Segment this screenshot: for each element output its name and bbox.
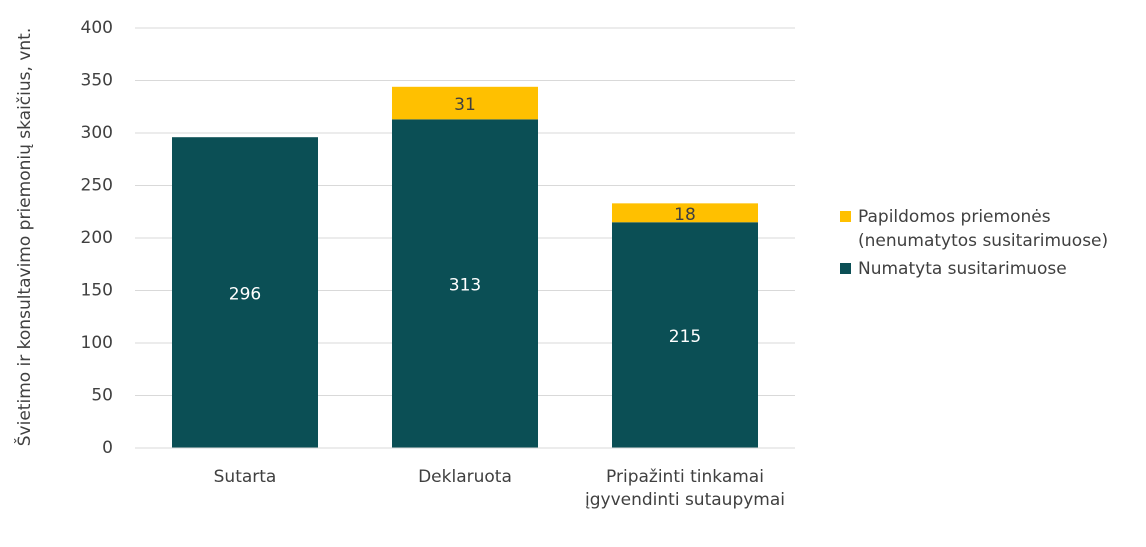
data-label: 215	[669, 327, 701, 347]
bar-segment	[612, 203, 758, 223]
y-tick-label: 200	[81, 228, 113, 248]
legend-label: Numatyta susitarimuose	[858, 259, 1067, 279]
data-label: 296	[229, 285, 261, 305]
data-label: 31	[454, 95, 476, 115]
y-tick-label: 50	[91, 386, 113, 406]
y-tick-label: 150	[81, 281, 113, 301]
y-tick-label: 400	[81, 18, 113, 38]
legend-item: Papildomos priemonės (nenumatytos susita…	[840, 205, 1140, 253]
x-tick-label: Pripažinti tinkamai įgyvendinti sutaupym…	[585, 467, 785, 510]
bar-segment	[392, 119, 538, 448]
bar-segment	[612, 222, 758, 448]
bar-segment	[392, 86, 538, 120]
data-label: 18	[674, 205, 696, 225]
y-tick-label: 250	[81, 176, 113, 196]
y-axis-label: Švietimo ir konsultavimo priemonių skaič…	[15, 27, 35, 447]
y-tick-label: 0	[102, 438, 113, 458]
legend-label: Papildomos priemonės (nenumatytos susita…	[858, 207, 1109, 251]
legend-swatch	[840, 211, 851, 222]
y-tick-label: 300	[81, 123, 113, 143]
legend-item: Numatyta susitarimuose	[840, 257, 1140, 281]
x-tick-label: Deklaruota	[418, 467, 512, 487]
bar-segment	[172, 137, 318, 448]
x-tick-label: Sutarta	[213, 467, 277, 487]
y-tick-label: 350	[81, 71, 113, 91]
y-tick-label: 100	[81, 333, 113, 353]
data-label: 313	[449, 276, 481, 296]
legend-swatch	[840, 263, 851, 274]
